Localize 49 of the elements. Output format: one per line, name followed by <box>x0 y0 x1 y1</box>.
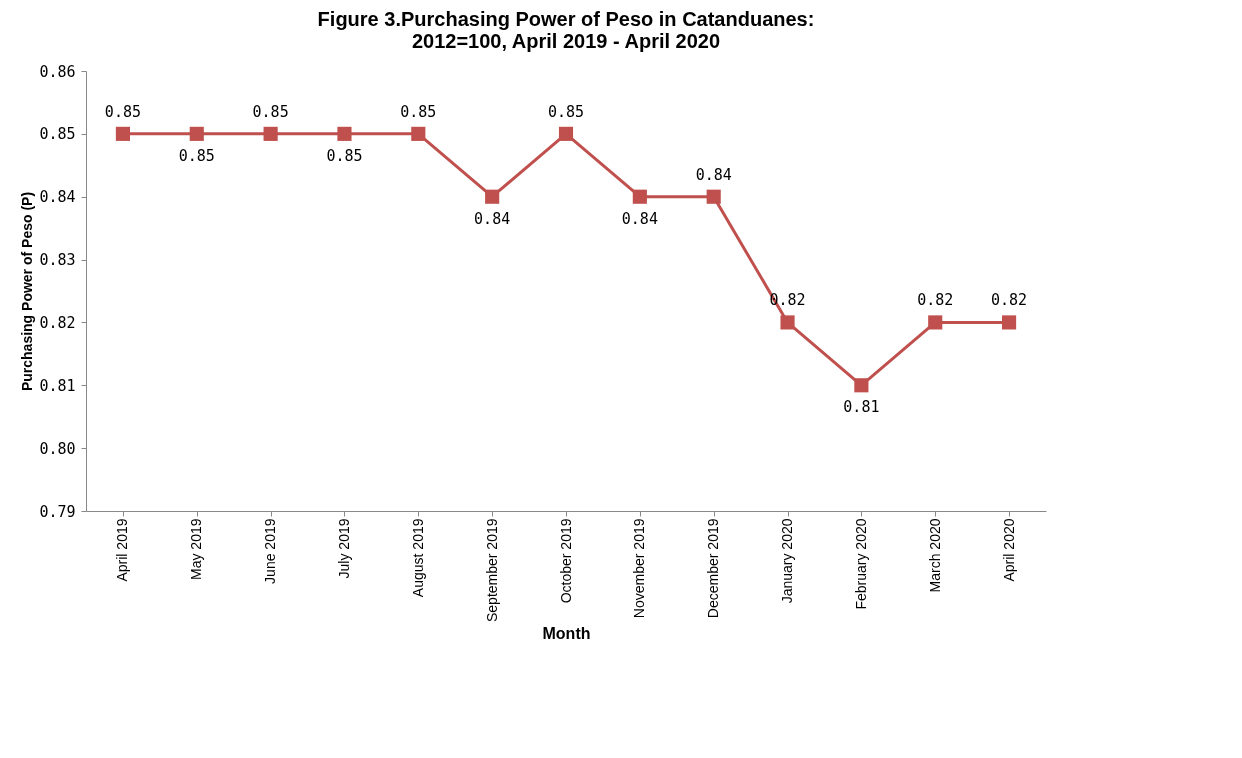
y-tick-label: 0.85 <box>39 125 76 144</box>
point <box>115 126 130 141</box>
data-label: 0.82 <box>917 291 954 310</box>
point <box>632 189 647 204</box>
data-label: 0.85 <box>400 102 437 121</box>
x-tick-label: September 2019 <box>483 518 500 623</box>
point <box>263 126 278 141</box>
data-label: 0.81 <box>843 398 880 417</box>
data-label: 0.84 <box>695 165 732 184</box>
point <box>854 378 869 393</box>
data-label: 0.85 <box>547 102 585 121</box>
x-tick-label: March 2020 <box>926 518 943 593</box>
x-tick-label: April 2019 <box>114 518 131 582</box>
x-tick-label: July 2019 <box>335 518 352 579</box>
point <box>411 126 426 141</box>
x-axis-title: Month <box>542 625 591 643</box>
x-tick-label: October 2019 <box>557 518 574 604</box>
x-tick-label: April 2020 <box>1000 518 1017 582</box>
data-label: 0.85 <box>252 102 289 121</box>
data-label: 0.82 <box>991 291 1028 310</box>
y-axis-title: Purchasing Power of Peso (P) <box>19 191 36 392</box>
point <box>485 189 500 204</box>
data-label: 0.85 <box>326 146 363 165</box>
x-tick-label: February 2020 <box>852 518 869 610</box>
chart-title: Figure 3.Purchasing Power of Peso in Catanduanes: 2012=100, April 2019 - April 2020 <box>317 8 815 52</box>
point <box>189 126 204 141</box>
y-tick-label: 0.82 <box>39 313 76 332</box>
x-tick-label: November 2019 <box>631 518 648 619</box>
point <box>558 126 574 141</box>
x-tick-label: June 2019 <box>262 518 279 584</box>
y-tick-label: 0.80 <box>39 439 76 458</box>
data-label: 0.84 <box>474 209 511 228</box>
point <box>780 315 795 330</box>
y-tick-label: 0.81 <box>39 376 76 395</box>
point <box>706 189 721 204</box>
y-tick-label: 0.84 <box>39 188 76 207</box>
point <box>1002 315 1017 330</box>
data-label: 0.85 <box>178 146 215 165</box>
x-tick-label: May 2019 <box>188 518 205 580</box>
x-tick-label: August 2019 <box>409 518 426 598</box>
y-tick-label: 0.79 <box>39 502 76 521</box>
data-label: 0.84 <box>621 209 658 228</box>
y-tick-label: 0.86 <box>39 62 76 81</box>
point <box>337 126 352 141</box>
y-tick-label: 0.83 <box>39 251 76 270</box>
data-label: 0.85 <box>104 102 141 121</box>
point <box>928 315 943 330</box>
x-tick-label: January 2020 <box>779 518 796 604</box>
x-tick-label: December 2019 <box>705 518 722 619</box>
